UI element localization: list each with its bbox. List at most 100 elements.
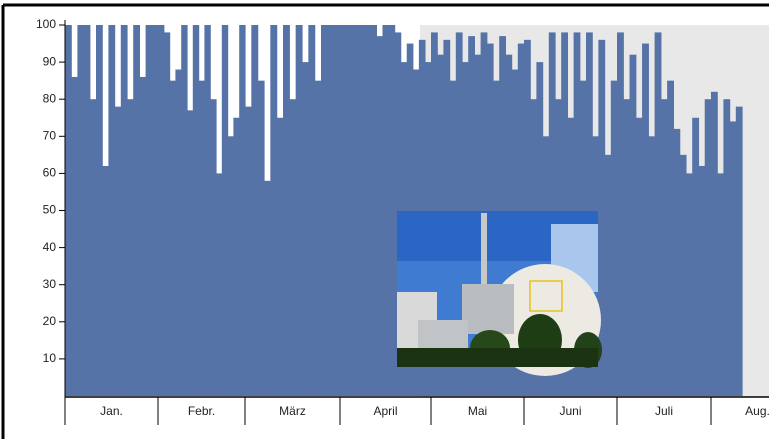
bar <box>146 25 153 396</box>
bar <box>302 62 309 396</box>
hall <box>418 320 468 350</box>
x-tick-label: März <box>279 404 306 418</box>
bar <box>245 107 252 396</box>
bar <box>115 107 122 396</box>
bar <box>686 173 693 396</box>
bar <box>251 25 258 396</box>
bar <box>661 99 668 396</box>
bar <box>264 181 271 396</box>
x-tick-label: Aug. <box>745 404 769 418</box>
bar <box>680 155 687 396</box>
bar <box>158 25 164 396</box>
bar <box>289 99 296 396</box>
bar <box>108 25 115 396</box>
x-tick-label: Mai <box>468 404 487 418</box>
bar <box>222 25 228 396</box>
bar <box>340 25 347 396</box>
bar <box>127 99 134 396</box>
bar <box>334 25 341 396</box>
bar <box>389 25 396 396</box>
bar <box>239 25 245 396</box>
bar <box>736 107 743 396</box>
chart: 10 20 30 40 50 60 70 80 90 100 Jan. Febr. März April M… <box>0 0 769 439</box>
bar <box>193 25 199 396</box>
x-tick-label: Juni <box>559 404 581 418</box>
bar <box>216 173 222 396</box>
bar <box>605 155 612 396</box>
bar <box>611 81 618 396</box>
bar <box>346 25 353 396</box>
bar <box>617 32 624 396</box>
bar <box>139 77 146 396</box>
bar <box>277 118 284 396</box>
y-tick-label: 30 <box>43 277 57 291</box>
y-tick-label: 10 <box>43 351 57 365</box>
bar <box>228 136 234 396</box>
bar <box>170 81 176 396</box>
bar <box>315 81 322 396</box>
y-tick-label: 20 <box>43 314 57 328</box>
bar <box>623 99 630 396</box>
bar <box>717 173 724 396</box>
x-tick-label: Jan. <box>100 404 123 418</box>
bar <box>210 99 216 396</box>
bar <box>692 118 699 396</box>
bar <box>327 25 334 396</box>
x-tick-label: Juli <box>655 404 673 418</box>
bar <box>204 25 210 396</box>
y-tick-label: 80 <box>43 91 57 105</box>
bar <box>308 25 315 396</box>
bar <box>698 166 705 396</box>
bar <box>648 136 655 396</box>
bar <box>376 36 383 396</box>
bar <box>121 25 128 396</box>
bar <box>723 99 730 396</box>
bar <box>71 77 78 396</box>
y-tick-label: 50 <box>43 203 57 217</box>
bar <box>711 92 718 396</box>
bar <box>175 70 181 396</box>
bar <box>364 25 371 396</box>
bar <box>152 25 159 396</box>
bar <box>705 99 712 396</box>
building <box>462 284 514 334</box>
bar <box>199 81 205 396</box>
bar <box>102 166 109 396</box>
bar <box>187 110 193 396</box>
bar <box>270 25 277 396</box>
bar <box>296 25 303 396</box>
y-tick-label: 40 <box>43 240 57 254</box>
bar <box>667 81 674 396</box>
bar <box>77 25 84 396</box>
bar <box>181 25 187 396</box>
bar <box>283 25 290 396</box>
bar <box>630 55 637 396</box>
bar <box>90 99 97 396</box>
page: 10 20 30 40 50 60 70 80 90 100 Jan. Febr. März April M… <box>0 0 769 439</box>
bar <box>258 81 265 396</box>
bar <box>133 25 140 396</box>
bar <box>370 25 377 396</box>
bar <box>642 44 649 396</box>
bar <box>358 25 365 396</box>
power-plant-photo <box>397 211 602 376</box>
bar <box>636 118 643 396</box>
y-tick-label: 60 <box>43 166 57 180</box>
y-tick-label: 90 <box>43 54 57 68</box>
bar <box>673 129 680 396</box>
bar <box>382 25 389 396</box>
bar <box>84 25 91 396</box>
ground <box>397 348 598 367</box>
bar <box>164 32 170 396</box>
bar <box>352 25 359 396</box>
bar <box>65 25 72 396</box>
bar <box>655 32 662 396</box>
bar <box>321 25 328 396</box>
y-tick-label: 70 <box>43 128 57 142</box>
x-tick-label: Febr. <box>188 404 215 418</box>
bar <box>730 121 737 396</box>
y-tick-label: 100 <box>36 17 56 31</box>
bar <box>233 118 239 396</box>
bar <box>96 25 103 396</box>
x-tick-label: April <box>373 404 397 418</box>
